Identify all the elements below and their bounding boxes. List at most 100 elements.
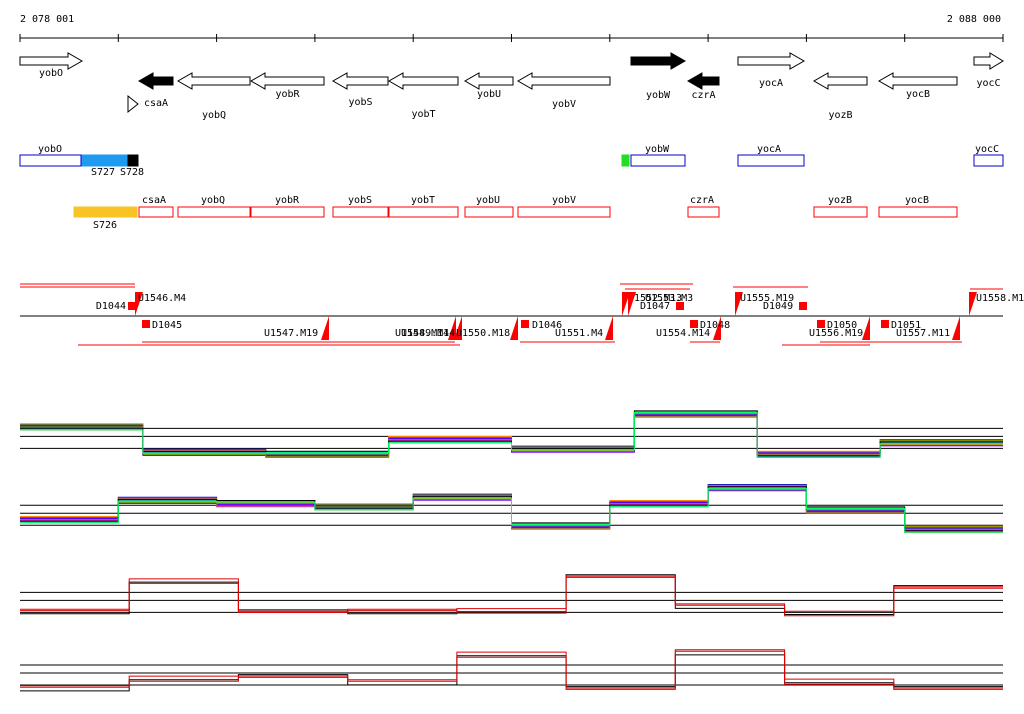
gene-arrow	[516, 72, 611, 90]
plus-region-box	[81, 154, 129, 167]
minus-region-box	[464, 206, 514, 218]
promoter-label: D1051	[891, 320, 921, 331]
promoter-label: D1044	[96, 301, 126, 312]
minus-region-label: yobR	[275, 195, 300, 206]
gene-label: yobR	[275, 89, 300, 100]
expression-profile	[20, 654, 1003, 692]
promoter-flag	[454, 316, 462, 340]
minus-region-box	[878, 206, 958, 218]
promoter-label: D1049	[763, 301, 793, 312]
promoter-label: U1547.M19	[264, 328, 318, 339]
gene-label: yobO	[39, 68, 63, 79]
gene-label: yobS	[348, 97, 372, 108]
promoter-box	[690, 320, 698, 328]
minus-region-label: csaA	[142, 195, 166, 206]
plus-region-label: S727	[91, 167, 115, 178]
gene-label: yobU	[477, 89, 501, 100]
plus-strand-regions-track: yobO S727 S728 yobW yocA yocC	[19, 144, 1004, 178]
promoter-label: U1555.M19	[740, 293, 794, 304]
gene-arrow	[463, 72, 514, 90]
gene-arrow	[812, 72, 868, 90]
plus-region-box	[737, 154, 805, 167]
plus-region-box	[973, 154, 1004, 167]
gene-arrow	[249, 72, 325, 90]
minus-region-label: yobU	[476, 195, 500, 206]
plus-region-label: S728	[120, 167, 144, 178]
minus-region-label: yobQ	[201, 195, 225, 206]
expression-profile	[20, 575, 1003, 617]
axis-ticks	[19, 34, 1004, 42]
start-coordinate: 2 078 001	[20, 14, 74, 25]
gene-label: yobV	[552, 99, 576, 110]
promoter-label: U1550.M18	[456, 328, 510, 339]
minus-region-label: yocB	[905, 195, 929, 206]
expression-track	[20, 410, 1003, 458]
expression-track	[20, 484, 1003, 533]
minus-region-box	[138, 206, 174, 218]
promoter-label: U1556.M19	[809, 328, 863, 339]
promoter-label: U1549.M14	[401, 328, 455, 339]
minus-region-box	[388, 206, 459, 218]
minus-region-label: yobT	[411, 195, 435, 206]
promoter-label: U1548.M14	[395, 328, 449, 339]
gene-label: yocC	[976, 78, 1000, 89]
promoter-label: U1552.M13	[628, 293, 682, 304]
promoter-box	[676, 302, 684, 310]
end-coordinate: 2 088 000	[947, 14, 1001, 25]
expression-profile	[20, 574, 1003, 615]
plus-region-label: yobO	[38, 144, 62, 155]
promoter-label: D1047	[640, 301, 670, 312]
minus-region-box	[177, 206, 251, 218]
gene-arrow	[737, 52, 806, 70]
gene-label: yocA	[759, 78, 783, 89]
plus-region-box	[630, 154, 686, 167]
gene-arrow	[387, 72, 459, 90]
minus-region-label: yobV	[552, 195, 576, 206]
expression-profile	[20, 412, 1003, 458]
plus-region-box	[19, 154, 82, 167]
promoter-flag	[735, 292, 743, 316]
promoter-label: U1551.M4	[555, 328, 603, 339]
plus-region-label: yocA	[757, 144, 781, 155]
gene-arrow	[973, 52, 1004, 70]
expression-profile	[20, 576, 1003, 613]
promoter-box	[817, 320, 825, 328]
expression-profile	[20, 487, 1003, 533]
plus-region-box	[621, 154, 630, 167]
coordinate-axis: 2 078 001 2 088 000	[19, 14, 1004, 42]
minus-region-label: S726	[93, 220, 117, 231]
expression-track	[20, 574, 1003, 617]
minus-region-label: czrA	[690, 195, 714, 206]
promoter-label: D1045	[152, 320, 182, 331]
minus-region-label: yozB	[828, 195, 852, 206]
promoter-flag	[321, 316, 329, 340]
promoter-flag	[952, 316, 960, 340]
expression-track	[20, 649, 1003, 692]
promoter-flag	[628, 292, 636, 316]
promoter-box	[128, 302, 136, 310]
gene-label: yozB	[828, 110, 852, 121]
promoter-label: D1046	[532, 320, 562, 331]
promoter-label: U1554.M14	[656, 328, 710, 339]
gene-label: yocB	[906, 89, 930, 100]
promoter-label: U1553.M3	[645, 293, 693, 304]
gene-label: yobW	[646, 90, 671, 101]
promoter-flag	[969, 292, 977, 316]
promoter-flag	[448, 316, 456, 340]
promoter-flag	[713, 316, 721, 340]
promoter-flag	[862, 316, 870, 340]
terminator-icon	[127, 94, 139, 114]
gene-arrow	[630, 52, 687, 70]
gene-label: yobQ	[202, 110, 226, 121]
promoter-box	[799, 302, 807, 310]
gene-arrow	[19, 52, 84, 70]
promoter-label: U1558.M1	[976, 293, 1024, 304]
promoter-box	[142, 320, 150, 328]
minus-region-box	[687, 206, 720, 218]
promoter-flag	[510, 316, 518, 340]
gene-arrow	[176, 72, 251, 90]
gene-arrow	[686, 72, 720, 90]
